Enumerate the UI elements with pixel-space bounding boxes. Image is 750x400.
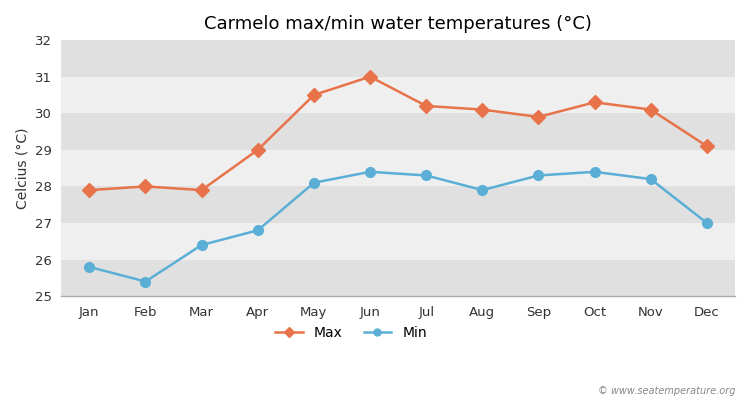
Bar	[62, 223, 735, 260]
Title: Carmelo max/min water temperatures (°C): Carmelo max/min water temperatures (°C)	[204, 15, 592, 33]
Bar	[62, 150, 735, 186]
Bar	[62, 40, 735, 77]
Bar	[62, 260, 735, 296]
Legend: Max, Min: Max, Min	[269, 320, 433, 346]
Bar	[62, 113, 735, 150]
Text: © www.seatemperature.org: © www.seatemperature.org	[598, 386, 735, 396]
Bar	[62, 77, 735, 113]
Bar	[62, 186, 735, 223]
Y-axis label: Celcius (°C): Celcius (°C)	[15, 127, 29, 209]
